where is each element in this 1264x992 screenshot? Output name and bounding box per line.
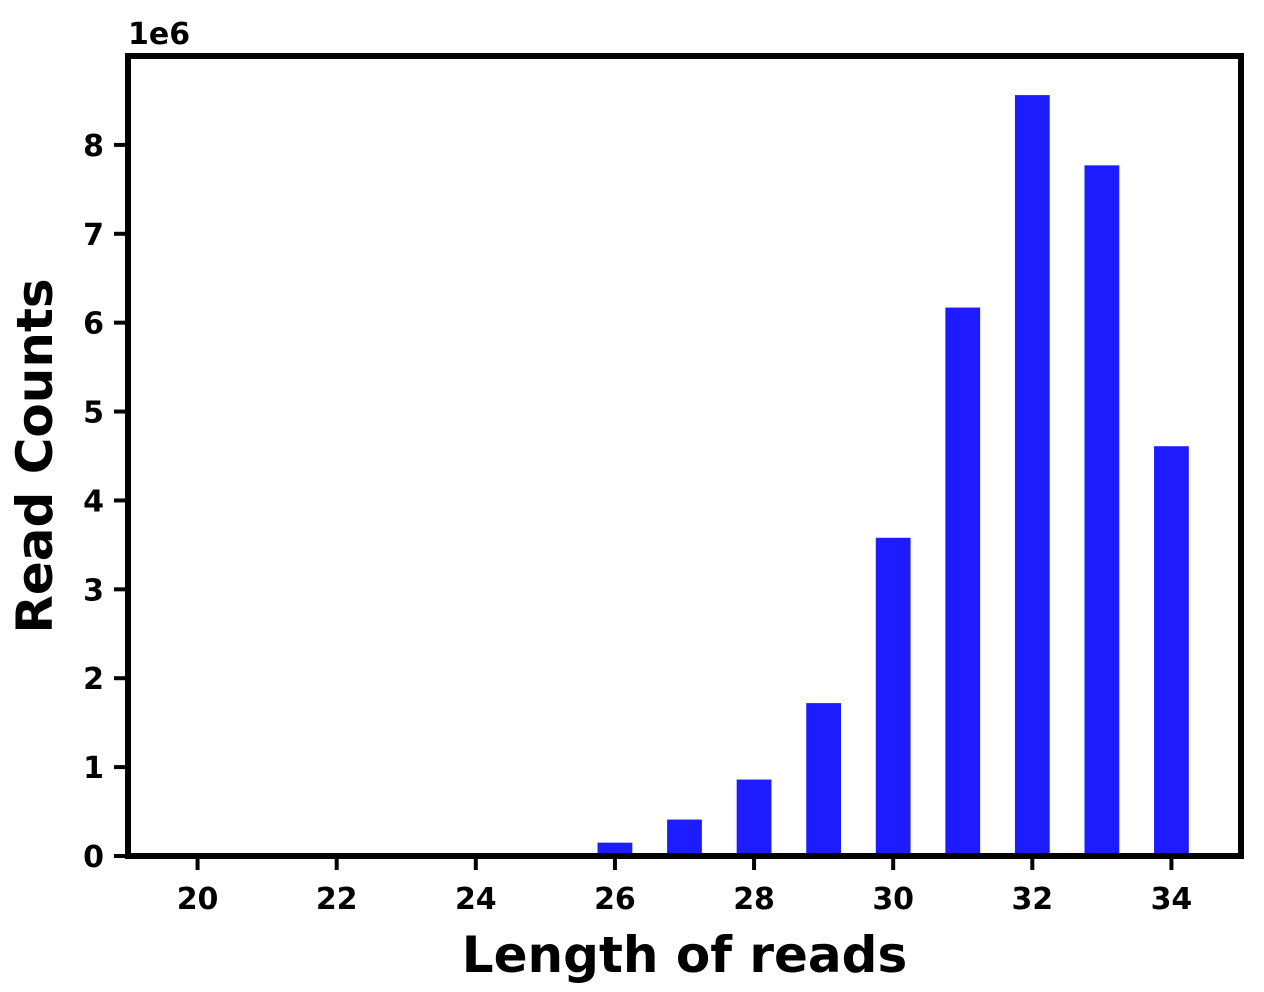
x-tick-label-26: 26 [594, 882, 636, 917]
y-axis-title: Read Counts [6, 278, 64, 633]
x-tick-label-24: 24 [455, 882, 497, 917]
x-tick-label-28: 28 [733, 882, 775, 917]
y-offset-label: 1e6 [128, 17, 190, 52]
bar-27 [667, 819, 702, 856]
y-tick-label-8: 8 [83, 129, 104, 164]
x-tick-label-30: 30 [872, 882, 914, 917]
bar-28 [736, 779, 772, 856]
bar-32 [1014, 95, 1050, 857]
x-axis-ticks: 20 22 24 26 28 30 32 34 [177, 856, 1193, 917]
y-tick-label-4: 4 [83, 484, 104, 519]
y-tick-label-1: 1 [83, 751, 104, 786]
bar-33 [1084, 165, 1120, 857]
y-tick-label-5: 5 [83, 396, 104, 431]
x-tick-label-22: 22 [316, 882, 358, 917]
y-tick-label-6: 6 [83, 307, 104, 342]
y-tick-label-0: 0 [83, 840, 104, 875]
y-tick-label-7: 7 [83, 218, 104, 253]
bar-34 [1154, 446, 1189, 856]
bar-31 [945, 307, 981, 856]
x-tick-label-20: 20 [177, 882, 219, 917]
x-tick-label-34: 34 [1151, 882, 1193, 917]
bars-group [527, 95, 1189, 857]
plot-frame [125, 53, 1244, 859]
bar-29 [806, 703, 842, 856]
y-axis-ticks: 0 1 2 3 4 5 6 7 8 [83, 129, 128, 875]
y-tick-label-3: 3 [83, 573, 104, 608]
bar-30 [875, 537, 911, 856]
bar-26 [597, 842, 633, 856]
x-tick-label-32: 32 [1011, 882, 1053, 917]
y-tick-label-2: 2 [83, 662, 104, 697]
x-axis-title: Length of reads [462, 926, 907, 984]
